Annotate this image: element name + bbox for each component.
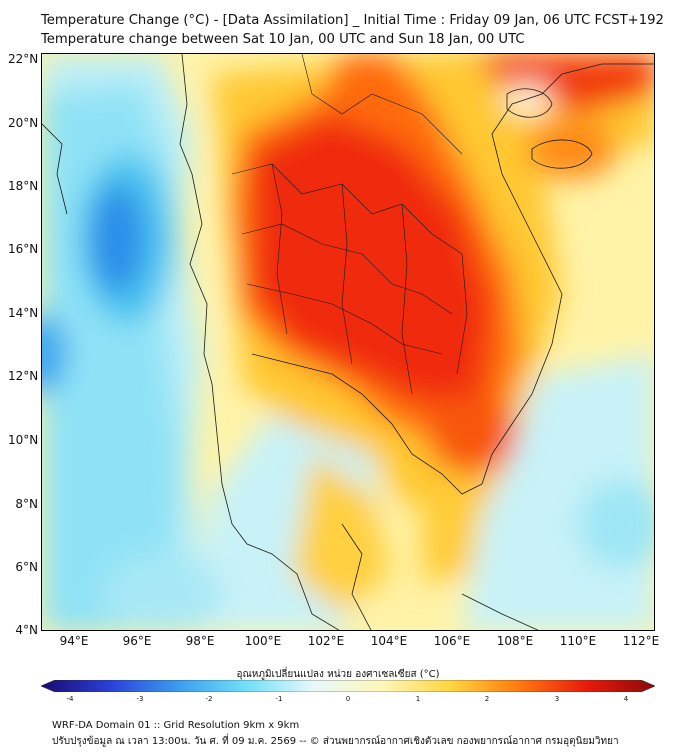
- lon-label: 110°E: [559, 634, 597, 648]
- lon-label: 94°E: [59, 634, 89, 648]
- lon-label: 96°E: [122, 634, 152, 648]
- colorbar-tick: 2: [484, 695, 490, 703]
- lon-label: 98°E: [185, 634, 215, 648]
- lon-label: 104°E: [370, 634, 408, 648]
- temperature-field: [42, 54, 654, 630]
- lat-label: 16°N: [8, 242, 39, 256]
- footer-domain-info: WRF-DA Domain 01 :: Grid Resolution 9km …: [52, 720, 300, 731]
- lon-label: 100°E: [244, 634, 282, 648]
- lat-label: 20°N: [8, 116, 39, 130]
- lat-label: 6°N: [15, 560, 38, 574]
- colorbar-tick: 1: [415, 695, 421, 703]
- colorbar-tick: 4: [623, 695, 629, 703]
- colorbar-tick: 3: [554, 695, 560, 703]
- colorbar-tick: -3: [136, 695, 144, 703]
- title-line-1: Temperature Change (°C) - [Data Assimila…: [41, 13, 664, 28]
- footer-credit: ปรับปรุงข้อมูล ณ เวลา 13:00น. วัน ศ. ที่…: [52, 736, 619, 747]
- colorbar-tick: -1: [275, 695, 283, 703]
- lat-label: 12°N: [8, 369, 39, 383]
- colorbar-tick: -4: [66, 695, 74, 703]
- title-line-2: Temperature change between Sat 10 Jan, 0…: [41, 32, 525, 47]
- temperature-change-map: [41, 53, 655, 631]
- lat-label: 10°N: [8, 433, 39, 447]
- lon-label: 112°E: [622, 634, 660, 648]
- lon-label: 106°E: [433, 634, 471, 648]
- admin-borders: [231, 54, 468, 395]
- lat-label: 4°N: [15, 623, 38, 637]
- lat-label: 8°N: [15, 497, 38, 511]
- colorbar-tick: 0: [345, 695, 351, 703]
- colorbar-tick: -2: [205, 695, 213, 703]
- lon-label: 102°E: [307, 634, 345, 648]
- lon-label: 108°E: [496, 634, 534, 648]
- lat-label: 22°N: [8, 52, 39, 66]
- lat-label: 18°N: [8, 179, 39, 193]
- coastlines: [42, 54, 654, 630]
- colorbar-label: อุณหภูมิเปลี่ยนแปลง หน่วย องศาเซลเซียส (…: [236, 669, 440, 680]
- map-title: Temperature Change (°C) - [Data Assimila…: [41, 11, 664, 49]
- lat-label: 14°N: [8, 306, 39, 320]
- colorbar: [41, 680, 655, 692]
- map-canvas: [42, 54, 654, 630]
